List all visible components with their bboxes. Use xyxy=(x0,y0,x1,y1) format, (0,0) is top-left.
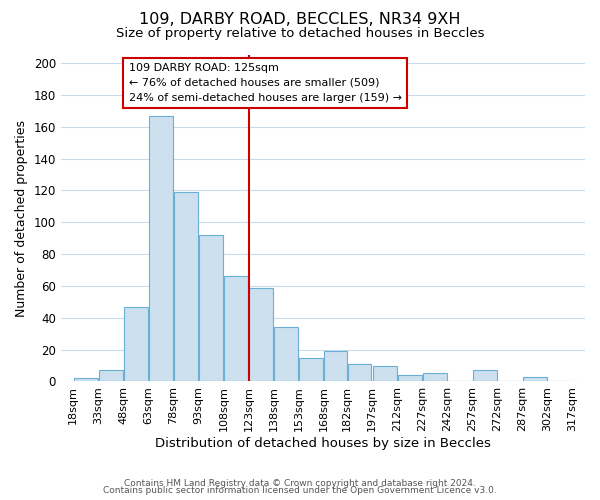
Bar xyxy=(398,375,422,382)
Bar xyxy=(99,370,123,382)
Bar xyxy=(274,328,298,382)
Text: 109, DARBY ROAD, BECCLES, NR34 9XH: 109, DARBY ROAD, BECCLES, NR34 9XH xyxy=(139,12,461,28)
Bar xyxy=(249,288,273,382)
Bar xyxy=(149,116,173,382)
Bar xyxy=(323,351,347,382)
Bar xyxy=(473,370,497,382)
Y-axis label: Number of detached properties: Number of detached properties xyxy=(15,120,28,316)
Bar xyxy=(124,306,148,382)
Bar xyxy=(523,376,547,382)
Bar xyxy=(174,192,198,382)
X-axis label: Distribution of detached houses by size in Beccles: Distribution of detached houses by size … xyxy=(155,437,491,450)
Text: Contains public sector information licensed under the Open Government Licence v3: Contains public sector information licen… xyxy=(103,486,497,495)
Bar xyxy=(423,374,446,382)
Bar xyxy=(299,358,323,382)
Bar xyxy=(224,276,248,382)
Bar xyxy=(348,364,371,382)
Bar xyxy=(199,235,223,382)
Bar xyxy=(74,378,98,382)
Text: Size of property relative to detached houses in Beccles: Size of property relative to detached ho… xyxy=(116,28,484,40)
Text: Contains HM Land Registry data © Crown copyright and database right 2024.: Contains HM Land Registry data © Crown c… xyxy=(124,478,476,488)
Text: 109 DARBY ROAD: 125sqm
← 76% of detached houses are smaller (509)
24% of semi-de: 109 DARBY ROAD: 125sqm ← 76% of detached… xyxy=(129,63,402,103)
Bar xyxy=(373,366,397,382)
